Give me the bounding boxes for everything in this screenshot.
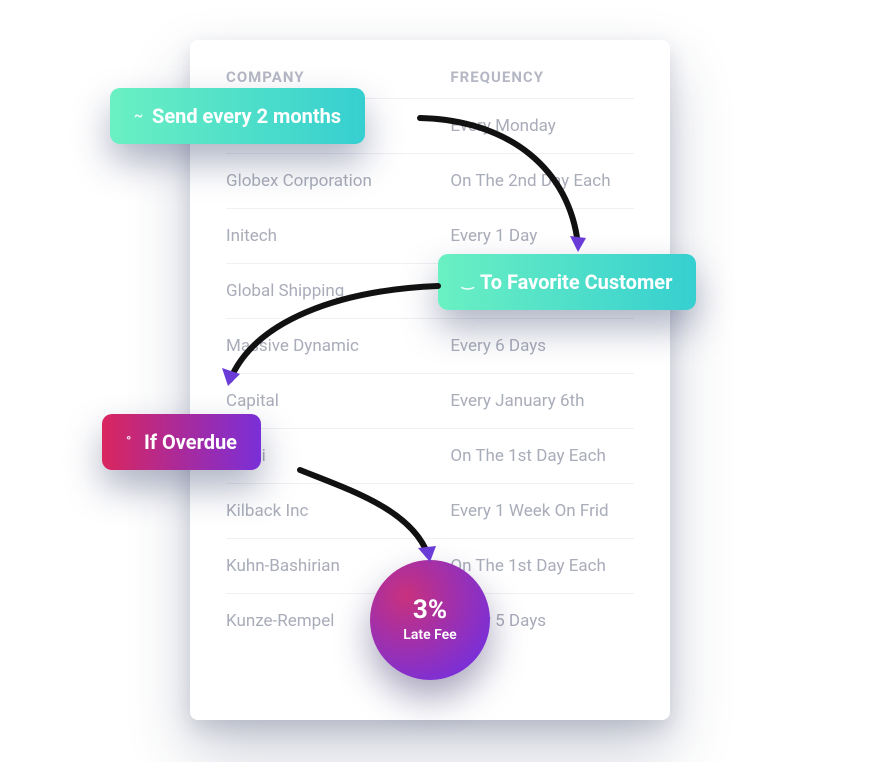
send-pill-label: Send every 2 months xyxy=(152,104,341,128)
stage: COMPANY FREQUENCY Acme CorpEvery MondayG… xyxy=(0,0,877,762)
late-fee-label: Late Fee xyxy=(403,627,456,643)
cell-company: Massive Dynamic xyxy=(226,336,450,356)
favorite-pill-label: To Favorite Customer xyxy=(480,270,672,294)
table-row[interactable]: CapitalEvery January 6th xyxy=(226,373,634,428)
cell-frequency: Every January 6th xyxy=(450,391,634,411)
dot-icon: ‿ xyxy=(462,278,470,286)
cell-frequency: On The 1st Day Each xyxy=(450,446,634,466)
cell-frequency: On The 2nd Day Each xyxy=(450,171,634,191)
send-pill[interactable]: ~ Send every 2 months xyxy=(110,88,365,144)
overdue-pill-label: If Overdue xyxy=(144,430,237,454)
late-fee-value: 3% xyxy=(413,597,447,623)
cell-frequency: Every 6 Days xyxy=(450,336,634,356)
cell-company: Global Shipping xyxy=(226,281,450,301)
table-row[interactable]: Globex CorporationOn The 2nd Day Each xyxy=(226,153,634,208)
header-frequency: FREQUENCY xyxy=(450,68,634,86)
overdue-pill[interactable]: ° If Overdue xyxy=(102,414,261,470)
favorite-pill[interactable]: ‿ To Favorite Customer xyxy=(438,254,696,310)
cell-company: Initech xyxy=(226,226,450,246)
cell-frequency: On The 1st Day Each xyxy=(450,556,634,576)
cell-company: Globex Corporation xyxy=(226,171,450,191)
table-row[interactable]: HooliOn The 1st Day Each xyxy=(226,428,634,483)
late-fee-circle[interactable]: 3% Late Fee xyxy=(370,560,490,680)
tilde-icon: ~ xyxy=(134,112,142,120)
cell-company: Capital xyxy=(226,391,450,411)
table-row[interactable]: Kilback IncEvery 1 Week On Frid xyxy=(226,483,634,538)
table-row[interactable]: Massive DynamicEvery 6 Days xyxy=(226,318,634,373)
cell-frequency: Every Monday xyxy=(450,116,634,136)
cell-company: Kilback Inc xyxy=(226,501,450,521)
cell-frequency: Every 1 Week On Frid xyxy=(450,501,634,521)
header-company: COMPANY xyxy=(226,68,450,86)
degree-icon: ° xyxy=(126,438,134,446)
cell-frequency: Every 1 Day xyxy=(450,226,634,246)
